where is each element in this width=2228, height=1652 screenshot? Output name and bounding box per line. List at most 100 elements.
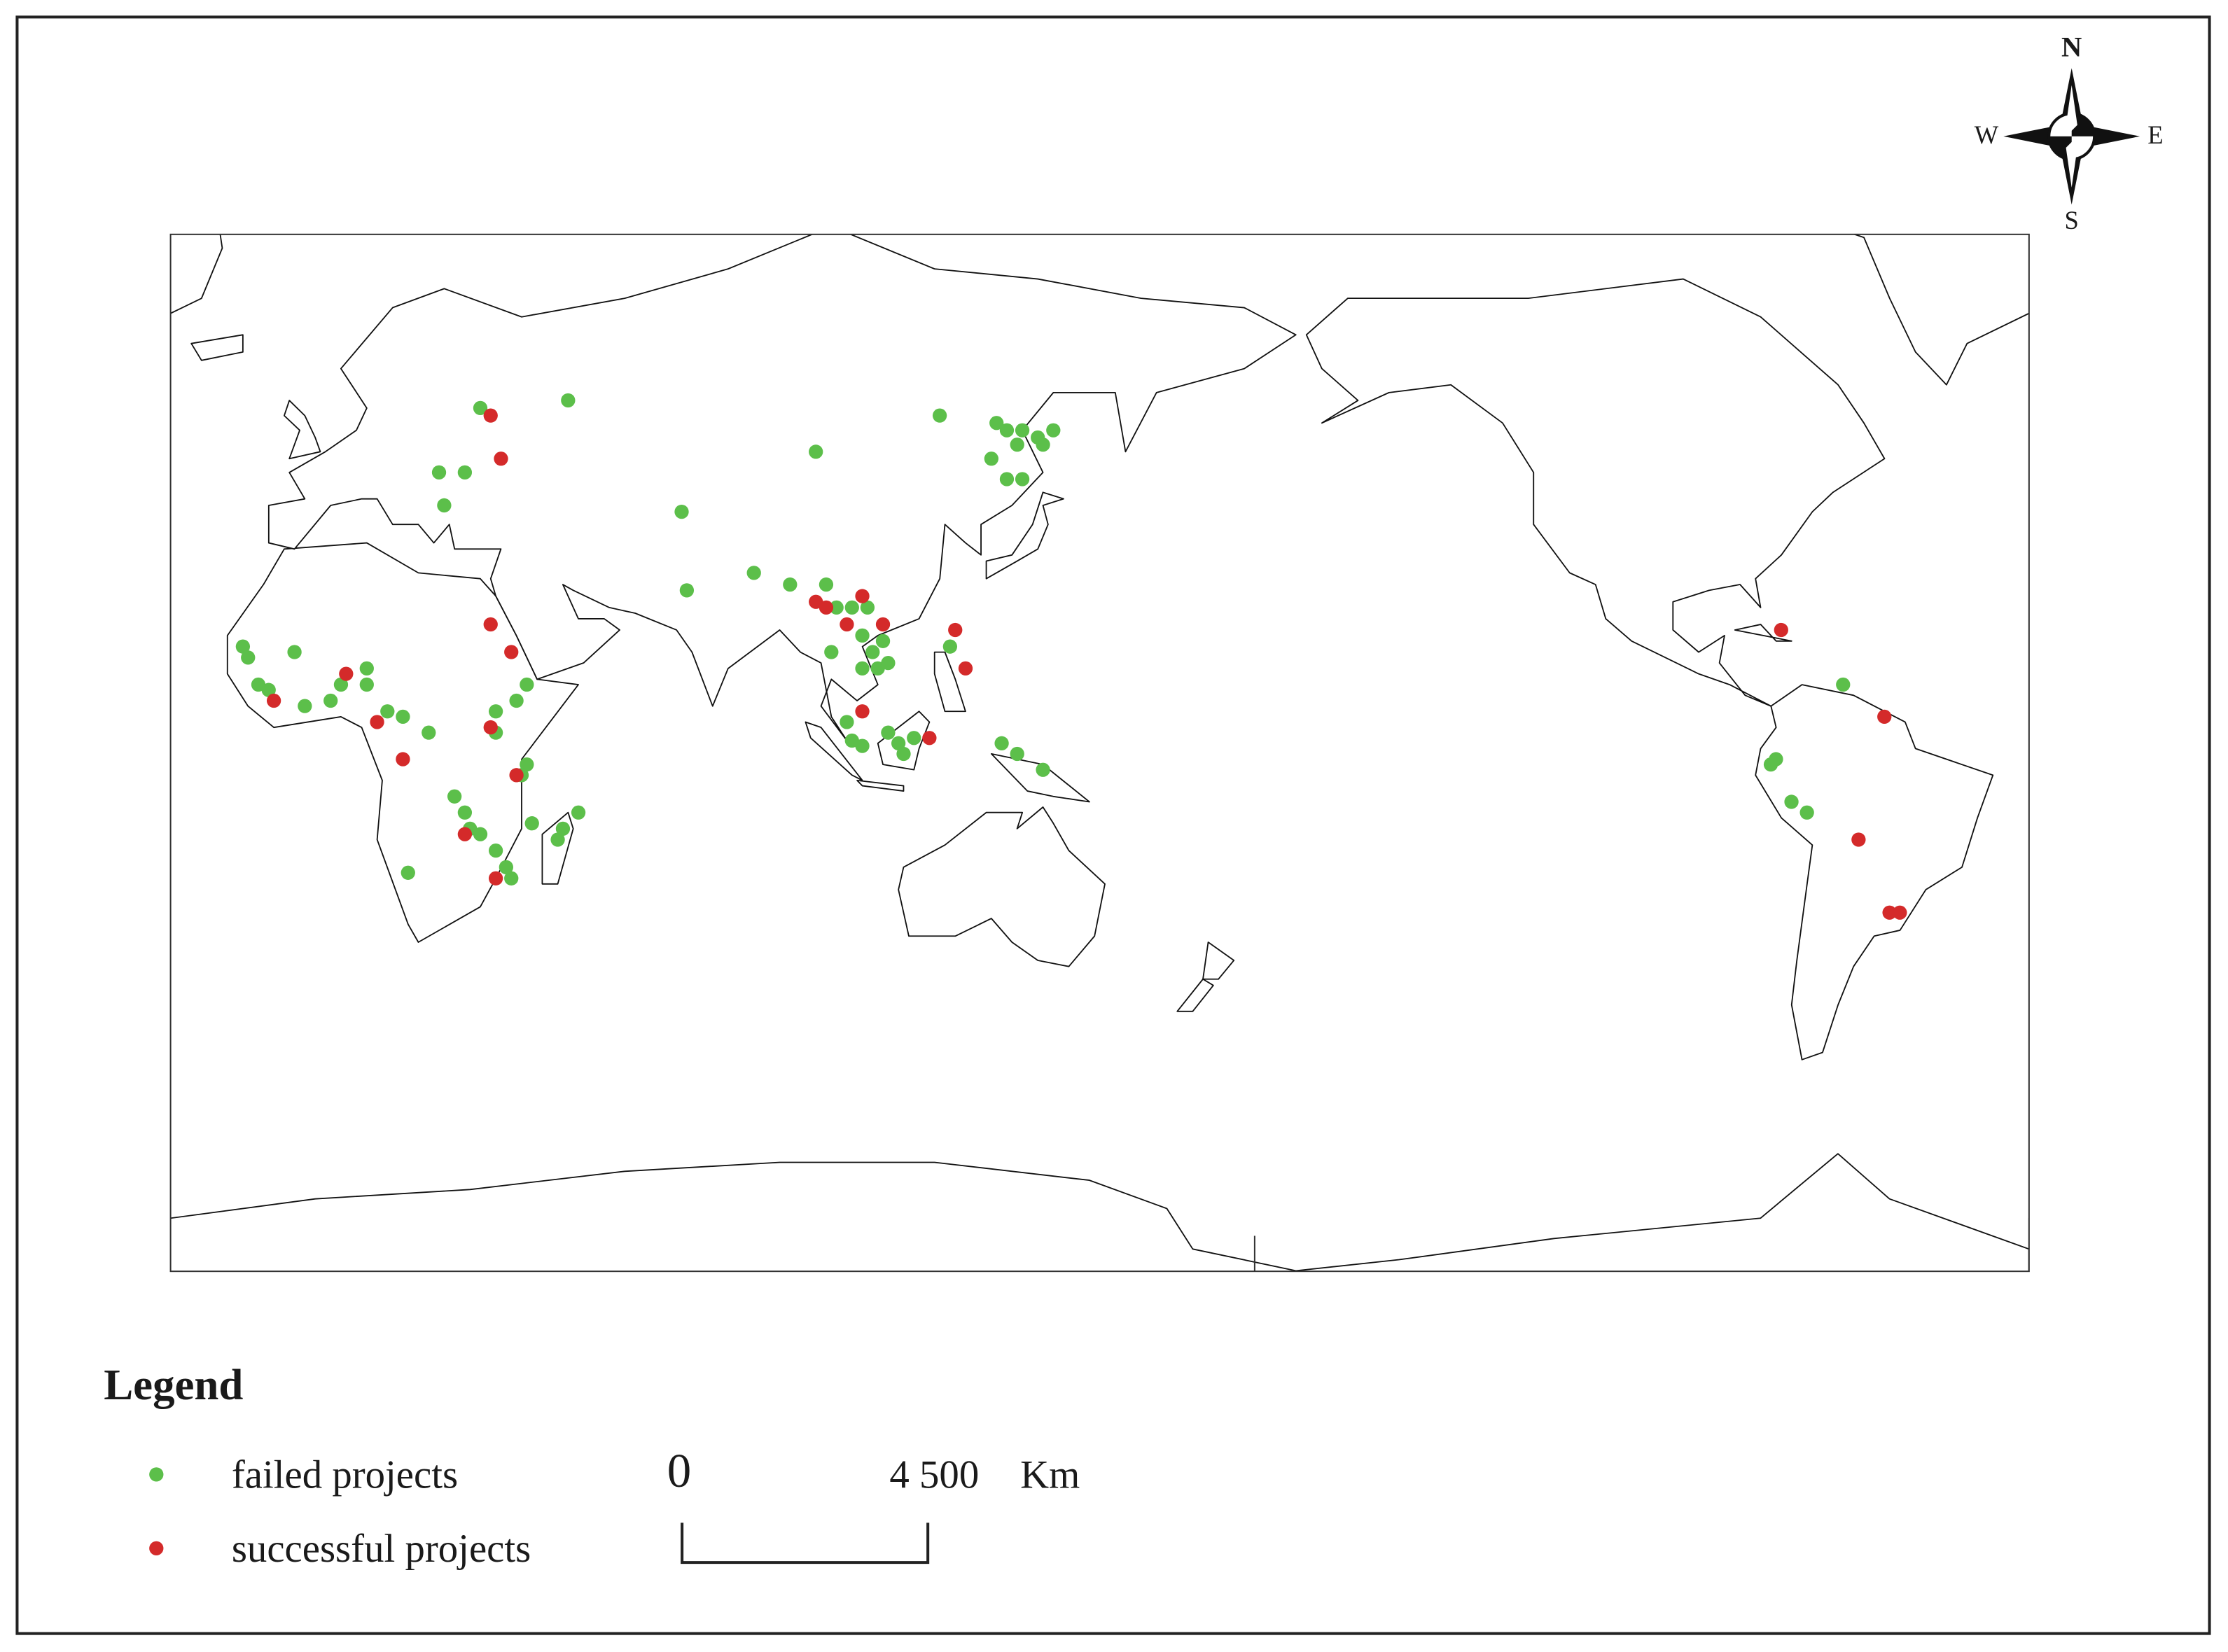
project-point (1036, 762, 1050, 777)
compass-rose (2003, 68, 2140, 205)
landmasses (170, 234, 2029, 1272)
scale-label: 4 500 (889, 1452, 979, 1497)
project-point (989, 416, 1004, 430)
project-point (499, 860, 514, 874)
project-point (431, 465, 447, 479)
project-point (1010, 746, 1024, 762)
project-point (571, 805, 586, 820)
project-point (999, 472, 1015, 486)
project-point (504, 645, 519, 659)
project-point (504, 871, 519, 886)
project-point (855, 589, 870, 603)
project-point (824, 645, 839, 659)
project-point (1015, 423, 1030, 438)
project-point (907, 731, 921, 746)
project-point (241, 650, 256, 665)
project-point (1836, 677, 1851, 692)
project-point (994, 736, 1009, 750)
project-point (840, 617, 854, 632)
project-point (396, 709, 410, 724)
project-point (457, 805, 473, 820)
project-point (488, 704, 503, 719)
project-point (561, 393, 576, 408)
project-point (860, 600, 875, 615)
project-point (896, 746, 911, 762)
landmass (190, 334, 244, 361)
project-point (1799, 805, 1814, 820)
project-point (380, 704, 395, 719)
project-point (840, 715, 854, 729)
project-point (473, 400, 488, 416)
project-point (266, 693, 281, 708)
landmass (805, 721, 863, 781)
landmass (284, 400, 321, 460)
project-point (829, 600, 844, 615)
project-point (298, 699, 312, 713)
project-point (674, 504, 689, 519)
landmass (985, 491, 1064, 580)
project-point (855, 704, 870, 719)
project-point (457, 827, 473, 841)
project-point (844, 600, 859, 615)
project-point (999, 423, 1015, 438)
project-point (396, 752, 410, 766)
project-point (555, 821, 571, 836)
project-point (1877, 709, 1892, 724)
scale-label: 0 (667, 1444, 692, 1497)
landmass (1755, 684, 1994, 1060)
project-point (333, 677, 349, 692)
project-point (1851, 832, 1866, 847)
project-point (881, 725, 896, 740)
project-point (488, 843, 503, 858)
landmass (1734, 624, 1792, 642)
project-point (520, 757, 534, 772)
legend-swatch (149, 1541, 164, 1556)
project-point (679, 583, 695, 598)
legend-label: successful projects (232, 1527, 531, 1571)
compass-north: N (2061, 31, 2082, 62)
project-point (1046, 423, 1061, 438)
project-point (855, 738, 870, 753)
project-point (819, 600, 834, 615)
landmass (990, 753, 1090, 803)
compass-east: E (2147, 120, 2163, 149)
landmass (898, 806, 1106, 967)
project-point (370, 715, 384, 729)
project-point (483, 408, 498, 423)
project-point (984, 451, 998, 466)
project-point (942, 639, 958, 654)
project-point (881, 655, 896, 671)
project-point (855, 661, 870, 676)
project-point (1774, 622, 1788, 638)
project-point (401, 865, 415, 880)
compass-west: W (1975, 120, 1999, 149)
project-point (875, 617, 891, 632)
project-point (783, 577, 798, 592)
project-point (359, 661, 374, 676)
project-point (447, 789, 462, 804)
project-point (488, 871, 503, 886)
project-point (473, 827, 488, 841)
legend-label: failed projects (232, 1452, 458, 1497)
landmass (1305, 278, 1886, 707)
landmass (1852, 234, 2029, 386)
project-point (1763, 757, 1778, 772)
project-point (422, 725, 436, 740)
project-point (483, 617, 498, 632)
project-point (891, 736, 906, 750)
project-point (509, 693, 524, 708)
project-point (746, 566, 761, 580)
landmass (933, 651, 966, 713)
map-frame (169, 233, 2030, 1273)
project-point (483, 720, 498, 735)
project-point (922, 731, 937, 746)
project-point (339, 666, 354, 681)
project-point (287, 645, 302, 659)
project-point (1036, 438, 1050, 452)
project-point (855, 628, 870, 643)
project-point (323, 693, 338, 708)
project-point (550, 832, 565, 847)
project-point (494, 451, 508, 466)
project-point (524, 816, 539, 831)
